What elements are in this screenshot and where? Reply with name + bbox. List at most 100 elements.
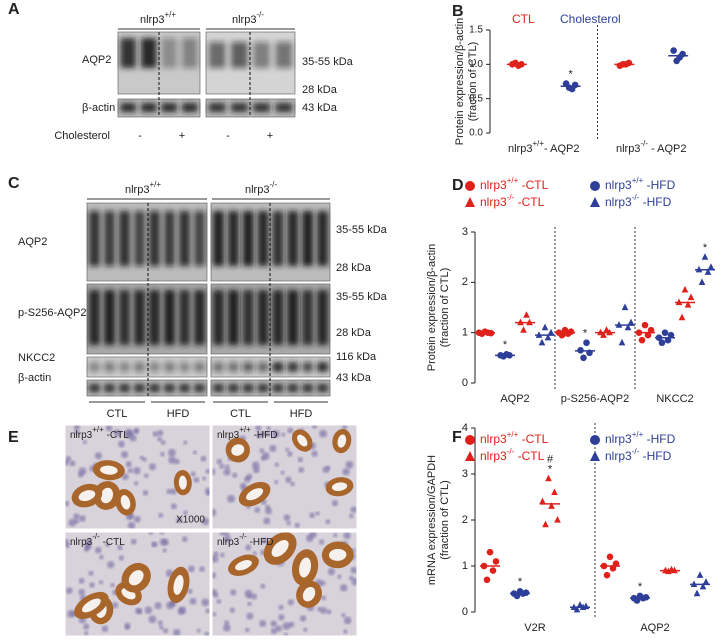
data-point — [627, 318, 635, 326]
blot-band — [161, 103, 178, 112]
data-point — [678, 313, 686, 321]
nucleus — [121, 451, 129, 459]
nucleus — [350, 506, 357, 513]
nucleus — [219, 532, 226, 536]
significance-mark: * — [503, 339, 508, 351]
legend-marker — [465, 197, 475, 207]
image-frame — [211, 531, 358, 637]
blot-band — [148, 211, 161, 266]
y-tick-label: 0 — [462, 377, 468, 389]
blot-background — [86, 379, 208, 397]
nucleus — [351, 577, 357, 586]
nucleus — [229, 607, 235, 613]
blot-band — [212, 384, 225, 392]
data-point — [606, 553, 614, 561]
nucleus — [227, 494, 236, 503]
blot-band — [133, 211, 146, 266]
nucleus — [232, 472, 238, 478]
lumen — [231, 444, 245, 456]
x-tick-label: nlrp3-/- - AQP2 — [616, 139, 687, 155]
tissue — [65, 425, 210, 529]
blot-band — [88, 362, 101, 372]
legend-label: nlrp3-/- -CTL — [480, 447, 545, 463]
legend-label: nlrp3+/+ -HFD — [605, 176, 676, 192]
data-point — [603, 571, 611, 579]
nucleus — [269, 444, 277, 452]
nucleus — [148, 615, 157, 624]
nucleus — [101, 625, 109, 633]
data-point — [704, 268, 712, 275]
y-tick-label: 1 — [462, 560, 468, 572]
blot-band — [88, 211, 101, 266]
nucleus — [223, 468, 231, 476]
nucleus — [274, 462, 280, 467]
nucleus — [190, 471, 196, 477]
nucleus — [239, 482, 247, 490]
blot-band — [287, 211, 299, 266]
nucleus — [341, 425, 348, 430]
y-tick-label: 0.5 — [469, 93, 483, 104]
lumen — [100, 465, 118, 475]
nucleus — [144, 606, 153, 615]
data-point — [600, 331, 607, 338]
nucleus — [183, 440, 188, 445]
nucleus — [274, 480, 279, 485]
data-point — [684, 301, 692, 308]
lumen — [328, 548, 347, 561]
nucleus — [181, 536, 188, 542]
blot-band — [272, 290, 284, 345]
data-point — [483, 576, 491, 584]
nucleus — [287, 599, 294, 606]
nucleus — [205, 608, 210, 614]
legend-label: nlrp3-/- -HFD — [605, 193, 672, 209]
condition-label: HFD — [290, 408, 313, 420]
nucleus — [311, 450, 318, 457]
nucleus — [170, 503, 177, 510]
nucleus — [259, 448, 265, 454]
data-point — [618, 338, 626, 346]
significance-mark: * — [703, 242, 708, 254]
y-tick-label: 0 — [462, 606, 468, 618]
y-tick-label: 2 — [462, 514, 468, 526]
size-label: 28 kDa — [302, 84, 338, 96]
data-point — [681, 285, 689, 293]
nucleus — [157, 429, 164, 436]
nucleus — [255, 425, 262, 432]
row-label: AQP2 — [82, 54, 111, 66]
size-label: 28 kDa — [336, 262, 372, 274]
data-point — [687, 293, 695, 301]
size-label: 28 kDa — [336, 327, 372, 339]
condition-label: CTL — [230, 408, 251, 420]
nucleus — [282, 622, 291, 631]
y-axis-label: (fraction of CTL) — [467, 42, 479, 121]
nucleus — [202, 476, 207, 481]
blot-band — [257, 384, 269, 392]
blot-band — [275, 42, 293, 68]
legend-marker — [465, 181, 475, 191]
lumen — [297, 434, 308, 447]
treatment-sign: + — [179, 130, 185, 142]
nucleus — [230, 589, 237, 596]
nucleus — [212, 508, 217, 517]
image-frame — [211, 424, 358, 530]
nucleus — [159, 625, 164, 630]
nucleus — [154, 602, 162, 610]
nucleus — [278, 614, 285, 621]
x-tick-label: nlrp3+/+- AQP2 — [508, 139, 580, 155]
legend-label: nlrp3-/- -CTL — [480, 193, 545, 209]
blot-band — [118, 362, 131, 372]
nucleus — [280, 470, 285, 475]
legend-marker — [465, 451, 475, 461]
data-point — [644, 331, 652, 339]
nucleus — [244, 589, 253, 598]
lumen — [271, 540, 289, 557]
nucleus — [162, 548, 167, 553]
blot-band — [287, 362, 299, 372]
nucleus — [88, 570, 94, 576]
blot-band — [148, 290, 161, 345]
magnification: X1000 — [176, 515, 205, 526]
nucleus — [121, 473, 129, 481]
nucleus — [137, 608, 143, 615]
nucleus — [200, 455, 207, 462]
blot-band — [242, 211, 254, 266]
